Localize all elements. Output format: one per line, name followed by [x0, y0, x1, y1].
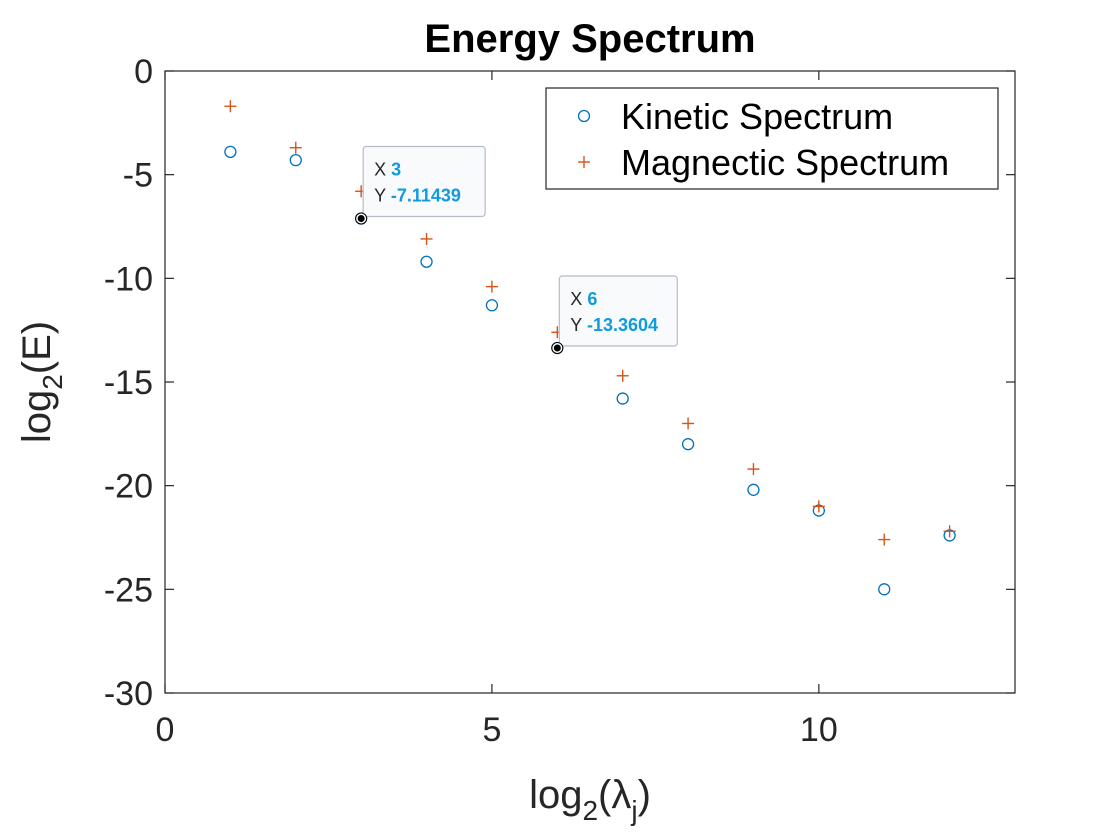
kinetic-point[interactable]: [289, 154, 302, 167]
x-axis-label: log2(λj): [529, 773, 651, 826]
magnetic-point[interactable]: [224, 100, 237, 113]
magnetic-point[interactable]: [420, 232, 433, 245]
kinetic-point[interactable]: [747, 483, 760, 496]
kinetic-point[interactable]: [878, 583, 891, 596]
y-axis-label: log2(E): [15, 321, 68, 443]
legend: Kinetic Spectrum Magnectic Spectrum: [545, 87, 999, 190]
x-tick-label: 5: [482, 711, 501, 749]
datatip-box: [558, 275, 678, 347]
y-tick-label: 0: [134, 53, 153, 91]
magnetic-point[interactable]: [485, 280, 498, 293]
x-tick-label: 0: [156, 711, 175, 749]
legend-marker-kinetic: [577, 109, 591, 123]
datatip-box: [362, 145, 486, 218]
legend-marker-magnetic: [578, 156, 590, 168]
magnetic-point[interactable]: [682, 417, 695, 430]
datatip-anchor-dot: [357, 215, 365, 223]
kinetic-point[interactable]: [420, 255, 433, 268]
magnetic-point[interactable]: [878, 533, 891, 546]
y-tick-label: -15: [104, 364, 153, 402]
data-tips: X 3 Y -7.11439 X 6 Y -13.3604: [355, 145, 678, 355]
axis-ticks: 0 5 10 0 -5 -10 -15 -20 -25 -30: [104, 53, 1015, 749]
legend-box: [545, 87, 999, 190]
magnetic-point[interactable]: [812, 500, 825, 513]
magnetic-point[interactable]: [289, 141, 302, 154]
datatip-y: Y -13.3604: [570, 315, 658, 335]
datatip[interactable]: X 3 Y -7.11439: [355, 145, 486, 225]
legend-label-magnetic: Magnectic Spectrum: [621, 142, 949, 183]
y-tick-label: -20: [104, 468, 153, 506]
datatip-anchor-dot: [553, 344, 561, 352]
data-series: [224, 100, 956, 596]
datatip-x: X 6: [570, 289, 597, 309]
y-tick-label: -10: [104, 260, 153, 298]
y-tick-label: -25: [104, 571, 153, 609]
y-tick-label: -30: [104, 675, 153, 713]
datatip-x: X 3: [374, 160, 401, 180]
magnetic-point[interactable]: [616, 369, 629, 382]
kinetic-point[interactable]: [224, 145, 237, 159]
chart-title: Energy Spectrum: [424, 17, 755, 61]
kinetic-point[interactable]: [485, 299, 499, 312]
series-magnetic: [224, 100, 956, 546]
series-kinetic: [224, 145, 956, 596]
y-tick-label: -5: [123, 157, 153, 195]
magnetic-point[interactable]: [943, 525, 956, 538]
kinetic-point[interactable]: [616, 392, 629, 405]
legend-label-kinetic: Kinetic Spectrum: [621, 96, 893, 137]
magnetic-point[interactable]: [747, 463, 760, 476]
datatip-y: Y -7.11439: [374, 186, 461, 206]
datatip[interactable]: X 6 Y -13.3604: [551, 275, 678, 355]
kinetic-point[interactable]: [681, 438, 695, 451]
x-tick-label: 10: [800, 711, 838, 749]
